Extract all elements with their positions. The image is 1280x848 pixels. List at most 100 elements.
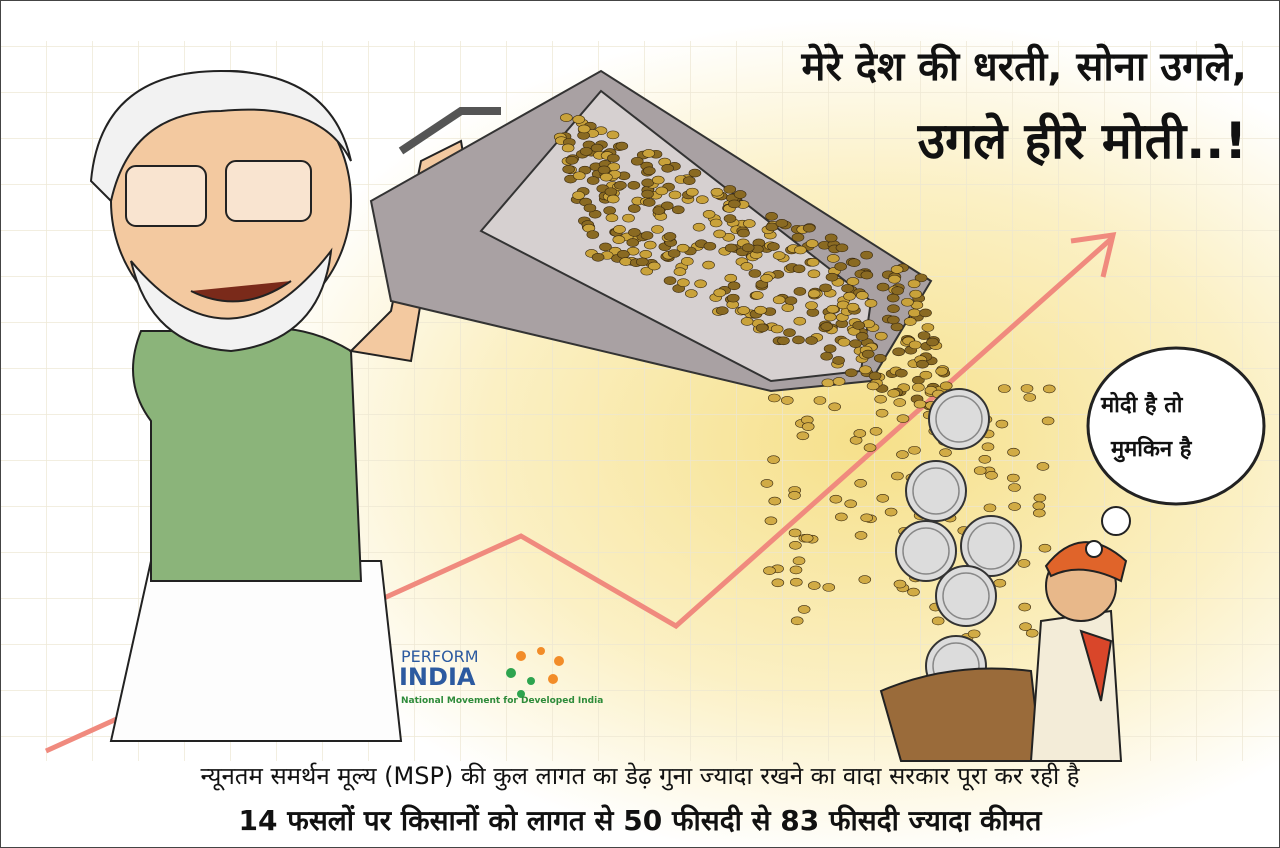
grain	[901, 297, 914, 307]
grain	[793, 287, 807, 296]
grain	[854, 531, 868, 540]
grain	[737, 306, 750, 315]
grain	[868, 371, 882, 381]
grain	[740, 262, 754, 271]
coin-rim	[935, 395, 983, 443]
grain	[1017, 559, 1031, 568]
grain	[931, 616, 945, 626]
grain	[919, 370, 933, 380]
grain	[710, 187, 724, 197]
coin	[960, 515, 1022, 577]
grain	[741, 243, 755, 252]
grain	[765, 212, 778, 221]
grain	[846, 302, 860, 312]
grain	[715, 306, 729, 316]
grain	[599, 242, 612, 252]
grain	[764, 516, 778, 526]
grain	[613, 225, 626, 234]
grain	[893, 579, 907, 589]
grain	[891, 286, 904, 296]
grain	[1033, 508, 1046, 518]
grain	[760, 273, 773, 283]
grain	[771, 578, 785, 588]
grain	[907, 279, 921, 289]
grain	[586, 230, 600, 239]
grain	[688, 168, 702, 178]
grain	[829, 494, 843, 504]
grain	[998, 384, 1011, 393]
grain	[765, 222, 779, 232]
grain	[807, 289, 821, 299]
coin-rim	[912, 467, 960, 515]
grain	[791, 233, 805, 242]
grain	[572, 171, 586, 181]
grain	[973, 466, 987, 475]
grain	[873, 353, 887, 363]
grain	[1041, 416, 1055, 426]
grain	[807, 581, 821, 590]
grain	[727, 281, 741, 291]
grain	[604, 187, 618, 197]
grain	[626, 238, 640, 247]
grain	[790, 616, 804, 626]
grain	[640, 266, 654, 276]
grain	[597, 165, 611, 175]
grain	[572, 115, 586, 124]
grain	[887, 315, 900, 325]
grain	[668, 190, 682, 200]
grain	[1007, 473, 1020, 483]
grain	[805, 336, 818, 345]
grain	[792, 264, 806, 274]
grain	[783, 328, 796, 337]
grain	[724, 243, 738, 253]
grain	[737, 228, 750, 238]
grain	[807, 269, 821, 279]
grain	[993, 578, 1007, 588]
grain	[788, 528, 802, 538]
grain	[681, 257, 694, 266]
grain	[614, 181, 627, 190]
grain	[909, 289, 922, 299]
grain	[1023, 393, 1037, 402]
grain	[903, 317, 917, 326]
grain	[607, 153, 620, 163]
grain	[647, 261, 661, 271]
grain	[821, 378, 835, 388]
grain	[768, 496, 782, 506]
grain	[572, 191, 585, 200]
title-line2: उगले हीरे मोती..!	[917, 112, 1247, 170]
grain	[615, 141, 629, 151]
grain	[772, 251, 786, 260]
bubble-line2: मुमकिन है	[1111, 437, 1192, 462]
grain	[780, 396, 794, 405]
grain	[562, 164, 575, 174]
grain	[805, 301, 818, 310]
grain	[967, 629, 981, 639]
grain	[832, 377, 846, 386]
grain	[713, 229, 726, 239]
grain	[703, 241, 717, 251]
logo-mark	[506, 647, 564, 698]
grain	[652, 206, 666, 215]
grain	[627, 204, 641, 213]
grain	[935, 366, 948, 376]
grain	[823, 344, 837, 353]
grain	[667, 249, 681, 258]
bubble-dot	[1085, 540, 1103, 558]
grain	[743, 219, 756, 228]
grain	[907, 587, 920, 597]
grain	[777, 336, 790, 346]
grain	[843, 292, 856, 301]
grain	[600, 172, 613, 182]
grain	[677, 278, 690, 287]
grain	[1019, 622, 1032, 631]
grain	[914, 273, 928, 283]
grain	[981, 442, 995, 452]
grain	[846, 277, 860, 286]
grain	[643, 240, 657, 250]
grain	[820, 351, 833, 361]
grain	[1020, 384, 1034, 393]
grain	[876, 282, 890, 292]
grain	[586, 176, 600, 185]
grain	[748, 269, 762, 278]
